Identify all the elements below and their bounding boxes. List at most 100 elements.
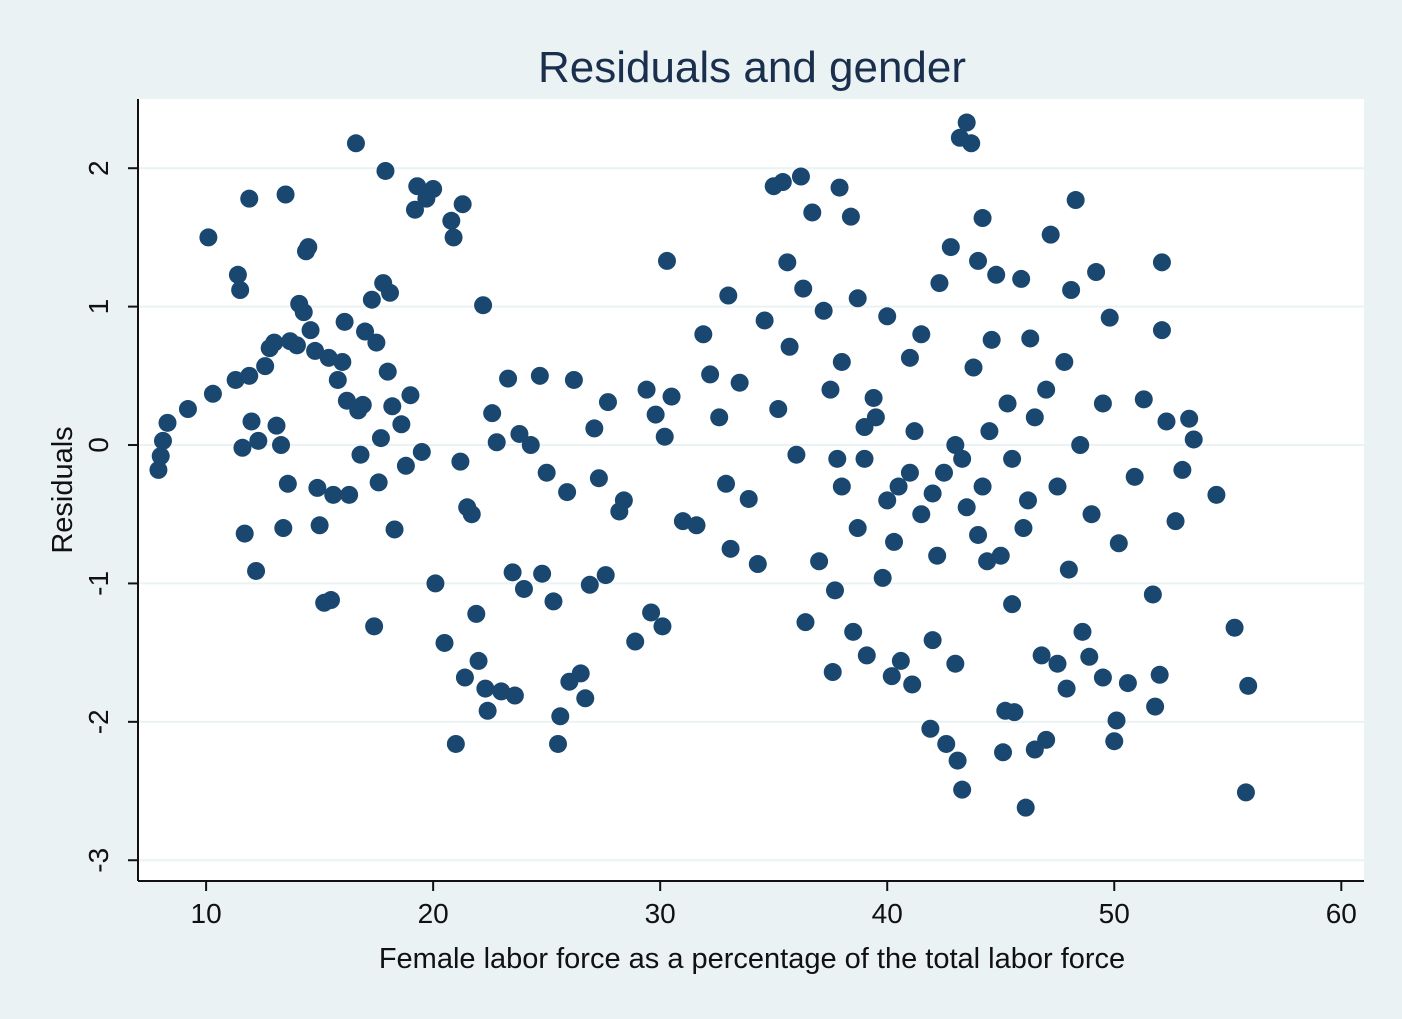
data-point [953, 780, 972, 799]
x-tick-label: 10 [191, 898, 222, 929]
data-point [855, 449, 874, 468]
data-point [719, 286, 738, 305]
data-point [946, 436, 965, 455]
data-point [453, 195, 472, 214]
data-point [778, 253, 797, 272]
data-point [1037, 380, 1056, 399]
data-point [957, 113, 976, 132]
data-point [598, 393, 617, 412]
y-axis-title: Residuals [47, 426, 79, 553]
data-point [178, 400, 197, 419]
data-point [585, 419, 604, 438]
data-point [1225, 618, 1244, 637]
data-point [378, 362, 397, 381]
y-axis-ticks: -3 -2 -1 0 1 2 [83, 160, 138, 873]
data-point [662, 387, 681, 406]
data-point [1152, 253, 1171, 272]
data-point [1041, 225, 1060, 244]
data-point [891, 651, 910, 670]
data-point [412, 442, 431, 461]
data-point [1207, 485, 1226, 504]
data-point [973, 209, 992, 228]
data-point [828, 449, 847, 468]
data-point [1012, 269, 1031, 288]
data-point [1152, 321, 1171, 340]
data-point [994, 743, 1013, 762]
data-point [1037, 730, 1056, 749]
data-point [235, 524, 254, 543]
data-point [549, 734, 568, 753]
data-point [576, 689, 595, 708]
data-point [1080, 647, 1099, 666]
data-point [1125, 467, 1144, 486]
data-point [1025, 408, 1044, 427]
x-axis-ticks: 10 20 30 40 50 60 [191, 881, 1357, 929]
data-point [203, 384, 222, 403]
data-point [287, 336, 306, 355]
gridlines [138, 167, 1364, 862]
data-point [242, 412, 261, 431]
data-point [980, 422, 999, 441]
data-point [294, 303, 313, 322]
data-point [928, 546, 947, 565]
data-point [923, 484, 942, 503]
data-point [1173, 460, 1192, 479]
data-point [442, 211, 461, 230]
data-point [998, 394, 1017, 413]
data-point [353, 395, 372, 414]
data-point [240, 366, 259, 385]
data-point [510, 424, 529, 443]
data-point [934, 463, 953, 482]
data-point [240, 189, 259, 208]
data-point [1062, 281, 1081, 300]
data-point [1071, 436, 1090, 455]
data-point [857, 646, 876, 665]
data-point [1057, 679, 1076, 698]
data-point [810, 552, 829, 571]
data-point [265, 333, 284, 352]
data-point [328, 370, 347, 389]
data-point [982, 330, 1001, 349]
data-point [937, 734, 956, 753]
data-point [308, 478, 327, 497]
data-point [476, 679, 495, 698]
data-point [739, 489, 758, 508]
data-point [773, 173, 792, 192]
data-point [957, 498, 976, 517]
data-point [830, 178, 849, 197]
data-point [533, 564, 552, 583]
data-point [964, 358, 983, 377]
data-point [564, 370, 583, 389]
data-point [1157, 412, 1176, 431]
data-point [717, 474, 736, 493]
data-point [392, 415, 411, 434]
data-point [1032, 646, 1051, 665]
data-point [1082, 505, 1101, 524]
data-point [580, 575, 599, 594]
data-point [571, 664, 590, 683]
data-point [673, 512, 692, 531]
data-point [544, 592, 563, 611]
data-point [274, 519, 293, 538]
data-point [467, 604, 486, 623]
data-point [637, 380, 656, 399]
data-point [1003, 449, 1022, 468]
data-point [371, 429, 390, 448]
data-point [941, 238, 960, 257]
data-point [953, 449, 972, 468]
data-point [882, 667, 901, 686]
x-tick-label: 40 [872, 898, 903, 929]
data-point [614, 491, 633, 510]
data-point [446, 734, 465, 753]
data-point [832, 477, 851, 496]
data-points [149, 113, 1258, 817]
data-point [408, 177, 427, 196]
data-point [1146, 697, 1165, 716]
data-point [233, 438, 252, 457]
data-point [1107, 711, 1126, 730]
data-point [948, 751, 967, 770]
data-point [769, 400, 788, 419]
y-tick-label: -3 [83, 848, 114, 873]
data-point [655, 427, 674, 446]
data-point [1018, 491, 1037, 510]
